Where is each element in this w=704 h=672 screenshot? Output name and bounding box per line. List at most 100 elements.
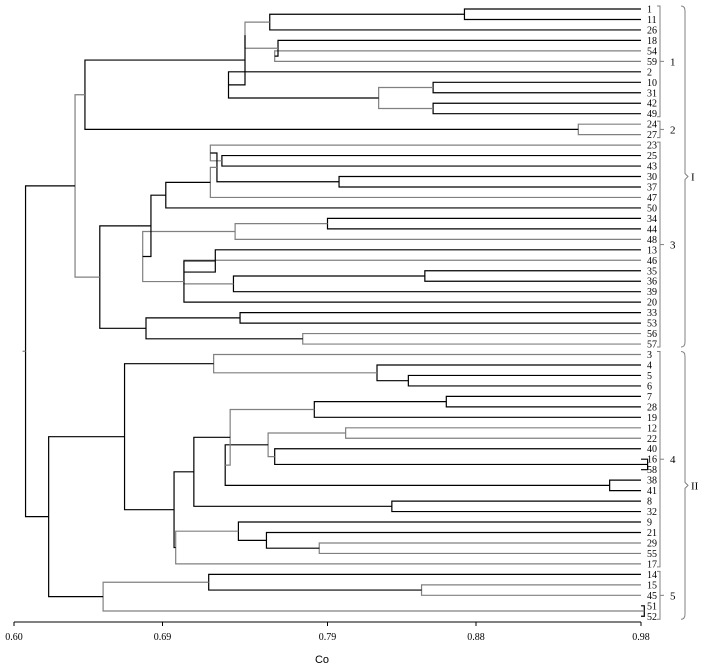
- dendrogram-branch: [274, 39, 641, 57]
- leaf-label: 30: [647, 172, 657, 183]
- dendrogram-branch: [313, 401, 641, 418]
- group-bracket: [657, 570, 661, 620]
- leaf-label: 23: [647, 141, 657, 152]
- dendrogram-branch: [432, 81, 641, 94]
- dendrogram-branch: [213, 353, 641, 374]
- group-bracket: [657, 120, 661, 139]
- group-bracket: [657, 351, 661, 568]
- dendrogram-branch: [445, 395, 641, 408]
- group-bracket: [657, 141, 661, 348]
- leaf-label: 1: [647, 5, 652, 16]
- leaf-label: 20: [647, 298, 657, 309]
- dendrogram-branch: [183, 259, 641, 285]
- dendrogram-branch: [267, 432, 346, 458]
- leaf-label: 55: [647, 549, 657, 560]
- dendrogram-branch: [208, 573, 641, 591]
- dendrogram-branch: [577, 123, 641, 136]
- dendrogram-branch: [274, 50, 641, 62]
- dendrogram-branch: [24, 185, 76, 518]
- dendrogram-branch: [463, 8, 641, 21]
- leaf-label: 44: [647, 224, 657, 235]
- leaf-label: 9: [647, 518, 652, 529]
- leaf-label: 57: [647, 340, 657, 351]
- leaf-label: 25: [647, 151, 657, 162]
- leaf-label: 41: [647, 486, 657, 497]
- dendrogram-branch: [183, 249, 641, 273]
- leaf-label: 42: [647, 99, 657, 110]
- group-label: 1: [670, 56, 676, 68]
- cluster-bracket: [680, 5, 689, 348]
- group-label: 2: [670, 124, 676, 136]
- dendrogram-branch: [224, 444, 610, 486]
- leaf-label: 15: [647, 580, 657, 591]
- leaf-label: 56: [647, 329, 657, 340]
- dendrogram-branch: [269, 13, 641, 31]
- leaf-label: 17: [647, 559, 657, 570]
- leaf-label: 59: [647, 57, 657, 68]
- leaf-label: 22: [647, 434, 657, 445]
- dendrogram-branch: [609, 479, 641, 492]
- leaf-label: 58: [647, 465, 657, 476]
- dendrogram-branch: [239, 312, 641, 324]
- leaf-label: 52: [647, 612, 657, 623]
- leaf-label: 31: [647, 88, 657, 99]
- leaf-labels: 1112618545921031424924272325433037475034…: [647, 5, 657, 623]
- leaf-label: 4: [647, 360, 652, 371]
- dendrogram-branch: [232, 275, 641, 293]
- leaf-label: 32: [647, 507, 657, 518]
- x-axis-ticks: 0.60 0.69 0.79 0.88 0.98: [5, 622, 650, 643]
- dendrogram-branch: [221, 154, 641, 167]
- dendrogram-branch: [234, 223, 641, 240]
- leaf-label: 10: [647, 78, 657, 89]
- leaf-label: 28: [647, 402, 657, 413]
- leaf-label: 12: [647, 423, 657, 434]
- group-label: 4: [670, 454, 676, 466]
- dendrogram-branch: [244, 21, 278, 49]
- leaf-label: 26: [647, 25, 657, 36]
- dendrogram-branch: [48, 436, 125, 598]
- leaf-label: 8: [647, 497, 652, 508]
- cluster-label: II: [691, 480, 699, 492]
- leaf-label: 7: [647, 392, 652, 403]
- dendrogram-branch: [338, 175, 641, 188]
- dendrogram-branch: [209, 166, 641, 199]
- dendrogram-branch: [407, 374, 641, 387]
- group-label: 3: [670, 240, 676, 252]
- leaf-label: 37: [647, 182, 657, 193]
- leaf-label: 47: [647, 193, 657, 204]
- leaf-label: 49: [647, 109, 657, 120]
- leaf-label: 48: [647, 235, 657, 246]
- dendrogram-branch: [432, 102, 641, 115]
- leaf-label: 35: [647, 266, 657, 277]
- dendrogram-branch: [326, 217, 641, 230]
- dendrogram-branch: [142, 230, 236, 283]
- dendrogram-branch: [424, 270, 641, 282]
- leaf-label: 6: [647, 381, 652, 392]
- dendrogram-branch: [318, 542, 641, 555]
- leaf-label: 33: [647, 308, 657, 319]
- leaf-label: 29: [647, 538, 657, 549]
- dendrogram-branch: [376, 364, 641, 382]
- leaf-label: 50: [647, 203, 657, 214]
- leaf-label: 16: [647, 455, 657, 466]
- x-axis-tick-label: 0.60: [5, 632, 23, 643]
- dendrogram-branches: [22, 8, 649, 617]
- leaf-label: 53: [647, 319, 657, 330]
- dendrogram-branch: [84, 59, 579, 131]
- leaf-label: 39: [647, 287, 657, 298]
- leaf-label: 21: [647, 528, 657, 539]
- dendrogram-branch: [228, 35, 246, 86]
- group-bracket: [657, 5, 661, 118]
- dendrogram-branch: [378, 86, 434, 110]
- dendrogram-branch: [420, 584, 641, 596]
- dendrogram-branch: [302, 332, 641, 345]
- leaf-label: 38: [647, 476, 657, 487]
- dendrogram-branch: [74, 94, 100, 278]
- dendrogram-branch: [237, 521, 641, 541]
- leaf-label: 36: [647, 277, 657, 288]
- x-axis-title: Co: [315, 654, 329, 666]
- dendrogram-branch: [165, 181, 641, 209]
- x-axis-tick-label: 0.88: [467, 632, 485, 643]
